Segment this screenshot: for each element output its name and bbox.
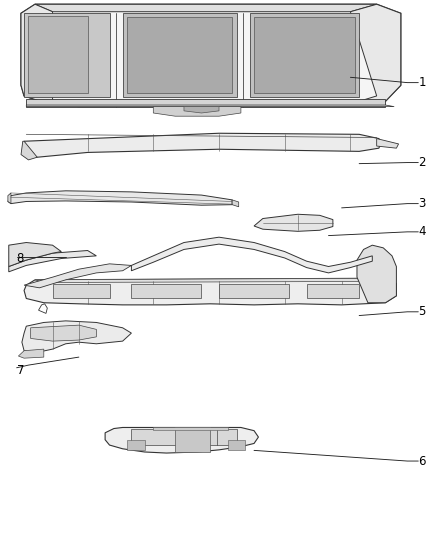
Polygon shape (23, 133, 381, 157)
Polygon shape (254, 17, 355, 93)
Polygon shape (18, 349, 44, 358)
Polygon shape (357, 245, 396, 303)
Text: 5: 5 (418, 305, 426, 318)
Polygon shape (9, 251, 96, 272)
Polygon shape (254, 214, 333, 231)
Polygon shape (175, 427, 210, 452)
Polygon shape (127, 17, 232, 93)
Text: 3: 3 (418, 197, 426, 210)
Polygon shape (35, 278, 385, 282)
Text: 4: 4 (418, 225, 426, 238)
Polygon shape (26, 105, 394, 107)
Polygon shape (123, 13, 237, 97)
Polygon shape (24, 264, 131, 288)
Polygon shape (131, 284, 201, 298)
Polygon shape (35, 4, 377, 12)
Polygon shape (8, 191, 232, 205)
Polygon shape (153, 427, 228, 430)
Polygon shape (127, 440, 145, 450)
Text: 2: 2 (418, 156, 426, 169)
Polygon shape (8, 193, 11, 204)
Polygon shape (28, 16, 88, 93)
Polygon shape (350, 4, 401, 107)
Text: 6: 6 (418, 455, 426, 467)
Polygon shape (24, 278, 396, 305)
Text: 7: 7 (17, 364, 24, 377)
Polygon shape (53, 284, 110, 298)
Text: 1: 1 (418, 76, 426, 89)
Polygon shape (21, 141, 37, 160)
Polygon shape (219, 284, 289, 298)
Polygon shape (131, 429, 237, 445)
Polygon shape (232, 200, 239, 207)
Polygon shape (31, 325, 96, 341)
Polygon shape (153, 107, 241, 116)
Polygon shape (228, 440, 245, 450)
Polygon shape (22, 321, 131, 353)
Polygon shape (26, 99, 385, 107)
Polygon shape (105, 427, 258, 453)
Polygon shape (24, 13, 110, 97)
Polygon shape (307, 284, 359, 298)
Polygon shape (21, 4, 401, 107)
Text: 8: 8 (17, 252, 24, 265)
Polygon shape (21, 4, 53, 102)
Polygon shape (250, 13, 359, 97)
Polygon shape (377, 139, 399, 148)
Polygon shape (184, 107, 219, 113)
Polygon shape (9, 243, 61, 266)
Polygon shape (131, 237, 372, 273)
